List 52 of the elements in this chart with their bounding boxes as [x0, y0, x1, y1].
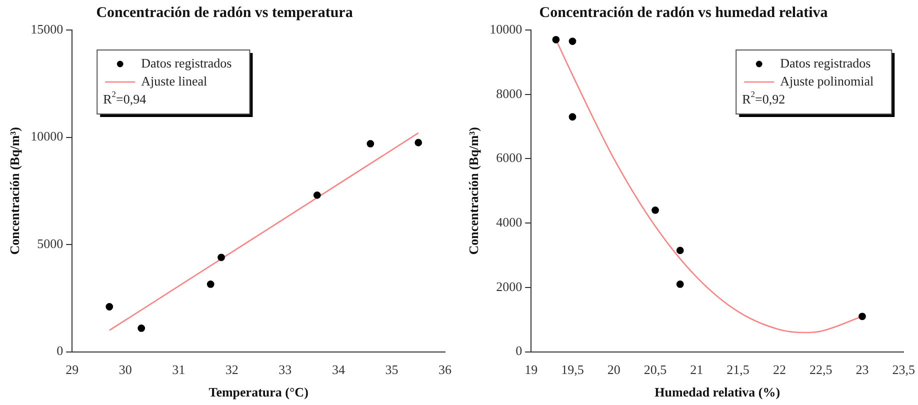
x-axis-title: Humedad relativa (%) — [654, 384, 780, 400]
y-tick-label: 10000 — [30, 128, 64, 144]
x-tick-label: 31 — [172, 362, 186, 378]
x-tick-label: 30 — [118, 362, 132, 378]
legend-label: Ajuste polinomial — [780, 73, 874, 88]
point — [858, 312, 866, 320]
point — [652, 206, 659, 214]
x-tick-label: 22 — [772, 362, 786, 378]
y-tick-label: 15000 — [30, 21, 64, 36]
x-tick-label: 23,5 — [892, 362, 915, 378]
x-tick-label: 32 — [225, 362, 238, 378]
x-tick-label: 21 — [690, 362, 704, 378]
point — [206, 280, 214, 288]
y-axis-title: Concentración (Bq/m³) — [7, 127, 22, 255]
x-tick-label: 35 — [385, 362, 398, 378]
point — [676, 280, 684, 288]
y-tick-label: 10000 — [490, 21, 522, 36]
y-tick-label: 6000 — [496, 150, 522, 166]
point — [366, 140, 374, 148]
x-tick-label: 33 — [278, 362, 292, 378]
y-tick-label: 8000 — [496, 86, 522, 101]
point — [218, 254, 225, 262]
x-tick-label: 36 — [438, 362, 452, 378]
y-tick-label: 4000 — [496, 214, 522, 230]
point — [414, 138, 422, 146]
point — [313, 191, 321, 199]
legend-label: Datos registrados — [141, 55, 232, 70]
x-tick-label: 19 — [524, 362, 538, 378]
point — [106, 303, 114, 310]
y-axis-title: Concentración (Bq/m³) — [466, 127, 482, 255]
legend-label: Ajuste lineal — [141, 73, 208, 88]
x-tick-label: 20,5 — [644, 362, 667, 378]
point — [568, 113, 576, 121]
y-tick-label: 2000 — [496, 278, 522, 294]
x-tick-label: 21,5 — [726, 362, 750, 378]
legend-label: Datos registrados — [780, 55, 871, 70]
point — [676, 246, 684, 254]
x-tick-label: 19,5 — [561, 362, 584, 378]
x-tick-label: 23 — [856, 362, 869, 378]
chart-title: Concentración de radón vs temperatura — [96, 4, 354, 21]
x-tick-label: 34 — [332, 362, 346, 378]
y-tick-label: 5000 — [37, 236, 64, 251]
y-tick-label: 0 — [516, 343, 522, 358]
x-tick-label: 22,5 — [809, 362, 832, 378]
x-tick-label: 29 — [66, 362, 79, 378]
point — [552, 36, 560, 44]
x-axis-title: Temperatura (°C) — [208, 384, 308, 400]
x-tick-label: 20 — [607, 362, 620, 378]
y-tick-label: 0 — [56, 343, 64, 358]
point — [138, 324, 146, 332]
chart-title: Concentración de radón vs humedad relativa — [539, 4, 828, 21]
point — [568, 38, 576, 45]
